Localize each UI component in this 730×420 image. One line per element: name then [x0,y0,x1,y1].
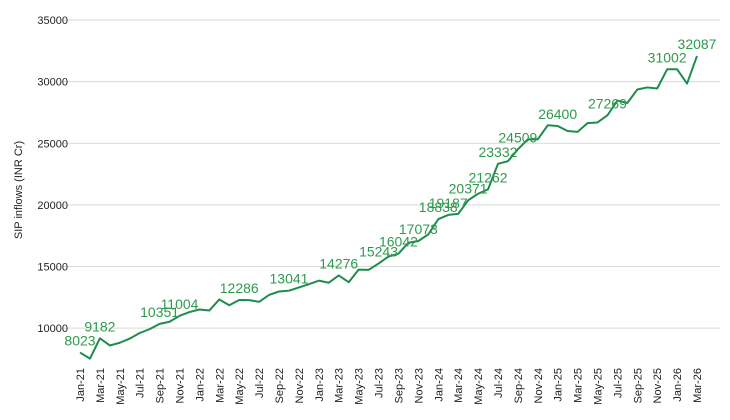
x-tick-label: Jan-26 [672,368,684,402]
x-tick-label: Sep-23 [393,368,405,403]
x-tick-label: Sep-22 [274,368,286,403]
x-tick-label: Nov-21 [175,368,187,403]
data-label: 17073 [399,221,438,237]
data-label: 31002 [648,49,687,65]
data-label: 8023 [64,333,95,349]
x-tick-label: Mar-22 [214,368,226,403]
line [79,55,698,360]
data-label: 11004 [161,296,199,312]
y-tick-label: 20000 [37,200,68,212]
x-tick-label: Mar-26 [692,368,704,403]
x-tick-label: Mar-21 [95,368,107,403]
data-label: 13041 [270,271,309,287]
x-tick-label: Sep-25 [632,368,644,403]
data-label: 24509 [498,129,537,145]
x-tick-label: Jan-22 [194,368,206,402]
data-label: 27269 [588,95,627,111]
data-label: 26400 [538,106,577,122]
data-label: 15243 [359,244,398,260]
x-tick-label: May-25 [592,368,604,405]
x-tick-label: Jul-23 [374,368,386,398]
x-tick-label: Nov-25 [652,368,664,403]
x-tick-label: Jul-25 [612,368,624,398]
y-tick-label: 10000 [37,323,68,335]
x-tick-label: Jan-21 [75,368,87,402]
x-tick-label: Jul-21 [135,368,147,398]
x-tick-label: May-22 [234,368,246,405]
y-tick-label: 15000 [37,262,68,274]
x-tick-label: Mar-23 [334,368,346,403]
data-label: 20371 [449,180,488,196]
data-label: 21262 [469,169,508,185]
data-label: 12286 [220,280,259,296]
y-tick-label: 35000 [37,15,68,27]
x-tick-label: Jan-23 [314,368,326,402]
data-label: 32087 [678,36,717,52]
x-tick-label: Jul-22 [254,368,266,398]
x-tick-label: Mar-24 [453,368,465,403]
x-tick-label: Sep-24 [513,368,525,403]
x-tick-label: May-24 [473,368,485,405]
x-tick-label: May-23 [354,368,366,405]
data-label: 18838 [419,199,458,215]
data-label: 23332 [478,144,517,160]
data-label: 9182 [84,318,115,334]
data-label: 10351 [140,304,179,320]
data-label: 16042 [379,234,418,250]
x-tick-label: Jan-25 [553,368,565,402]
x-tick-label: Nov-23 [413,368,425,403]
data-label: 14276 [319,255,358,271]
x-tick-label: May-21 [115,368,127,405]
x-tick-label: Jan-24 [433,368,445,402]
x-tick-label: Jul-24 [493,368,505,398]
y-tick-label: 30000 [37,77,68,89]
data-label: 19187 [429,195,468,211]
x-tick-label: Nov-22 [294,368,306,403]
x-tick-label: Mar-25 [573,368,585,403]
y-tick-label: 25000 [37,138,68,150]
y-axis-label: SIP inflows (INR Cr) [13,141,25,239]
x-tick-label: Sep-21 [155,368,167,403]
x-tick-label: Nov-24 [533,368,545,403]
